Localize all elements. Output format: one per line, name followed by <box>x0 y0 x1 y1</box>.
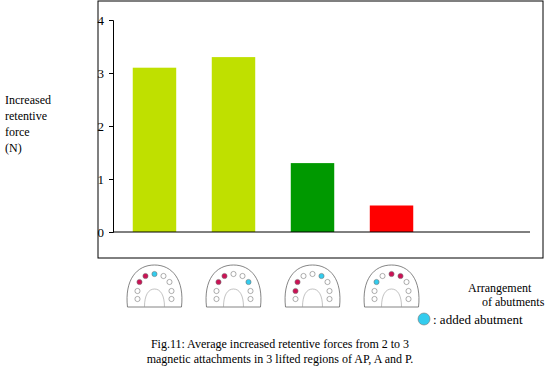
annotation: : added abutment <box>433 312 523 327</box>
y-tick: 4 <box>98 13 114 28</box>
abutment-dot <box>295 279 300 284</box>
y-tick: 0 <box>98 225 114 240</box>
frame <box>98 1 543 258</box>
chart: 0 1 2 3 4 Increasedretentiveforce(N) Arrangeme… <box>0 0 551 389</box>
arch-outline <box>364 265 419 307</box>
abutment-dot <box>222 273 227 278</box>
abutment-dot <box>135 288 140 293</box>
y-tick-label: 4 <box>98 13 105 28</box>
abutment-dot <box>169 288 174 293</box>
abutment-dot <box>293 288 298 293</box>
arch-icon <box>206 265 261 307</box>
palate-line <box>382 289 402 307</box>
bar <box>212 57 255 232</box>
abutment-dot <box>374 279 379 284</box>
title: Fig.11: Average increased retentive forc… <box>147 337 414 366</box>
y-tick-mark <box>109 20 113 21</box>
abutment-dot <box>143 273 148 278</box>
arch-outline <box>127 265 182 307</box>
abutment-dot <box>389 271 394 276</box>
x-axis-title: Arrangementof abutments <box>468 281 545 309</box>
y-axis-title: Increasedretentiveforce(N) <box>5 93 51 155</box>
palate-line <box>144 289 164 307</box>
abutment-dot <box>372 288 377 293</box>
x-axis-line <box>113 232 530 233</box>
abutment-dot <box>161 273 166 278</box>
abutment-dot <box>398 273 403 278</box>
bars <box>133 57 413 232</box>
abutment-dot <box>301 273 306 278</box>
abutment-dot <box>214 288 219 293</box>
bar <box>291 163 334 232</box>
arch-icon <box>364 265 419 307</box>
abutment-dot <box>319 273 324 278</box>
abutment-dot <box>372 296 377 301</box>
abutment-dot <box>216 279 221 284</box>
y-tick-mark <box>109 232 113 233</box>
y-tick: 1 <box>98 172 114 187</box>
abutment-dot <box>246 279 251 284</box>
abutment-dot <box>240 273 245 278</box>
abutment-dot <box>325 279 330 284</box>
abutment-dot <box>380 273 385 278</box>
y-tick-mark <box>109 73 113 74</box>
abutment-dot <box>404 279 409 284</box>
abutment-dot <box>169 296 174 301</box>
abutment-dot <box>406 288 411 293</box>
abutment-dot <box>248 296 253 301</box>
abutment-dot <box>406 296 411 301</box>
abutment-dot <box>167 279 172 284</box>
palate-line <box>223 289 243 307</box>
abutment-dot <box>214 296 219 301</box>
abutment-dot <box>137 279 142 284</box>
abutment-dot <box>135 296 140 301</box>
abutment-dot <box>152 271 157 276</box>
y-tick-label: 2 <box>98 119 105 134</box>
y-axis: 0 1 2 3 4 <box>98 13 114 240</box>
abutment-dot <box>293 296 298 301</box>
abutment-dot <box>327 296 332 301</box>
bar <box>370 206 413 233</box>
y-tick-label: 3 <box>98 66 105 81</box>
abutment-dot <box>248 288 253 293</box>
y-tick-label: 1 <box>98 172 105 187</box>
arch-outline <box>285 265 340 307</box>
abutment-dot <box>327 288 332 293</box>
y-tick-mark <box>109 126 113 127</box>
bar <box>133 68 176 232</box>
y-tick-mark <box>109 179 113 180</box>
icons <box>127 265 419 307</box>
y-tick: 3 <box>98 66 114 81</box>
arch-icon <box>127 265 182 307</box>
annotation-symbol <box>418 313 430 325</box>
y-tick-label: 0 <box>98 225 105 240</box>
arch-icon <box>285 265 340 307</box>
arch-outline <box>206 265 261 307</box>
abutment-dot <box>231 271 236 276</box>
y-axis-line <box>109 21 114 233</box>
y-tick: 2 <box>98 119 114 134</box>
palate-line <box>303 289 323 307</box>
abutment-dot <box>310 271 315 276</box>
